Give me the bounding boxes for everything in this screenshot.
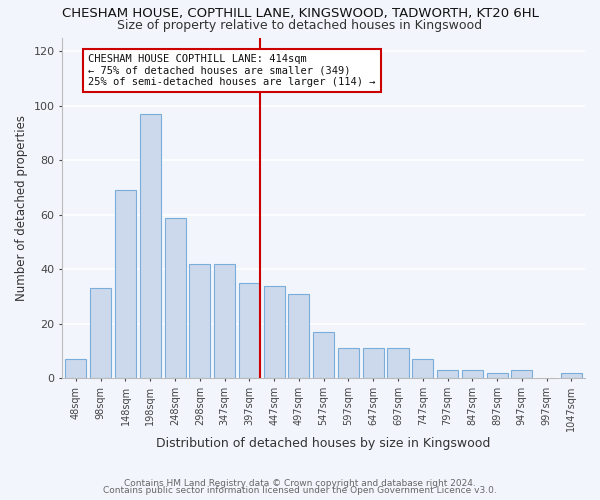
Bar	[338, 348, 359, 378]
Bar	[164, 218, 185, 378]
Bar	[65, 360, 86, 378]
Bar	[214, 264, 235, 378]
Bar	[239, 283, 260, 378]
Bar	[511, 370, 532, 378]
Y-axis label: Number of detached properties: Number of detached properties	[15, 115, 28, 301]
Text: CHESHAM HOUSE, COPTHILL LANE, KINGSWOOD, TADWORTH, KT20 6HL: CHESHAM HOUSE, COPTHILL LANE, KINGSWOOD,…	[62, 8, 538, 20]
Bar	[462, 370, 483, 378]
Text: CHESHAM HOUSE COPTHILL LANE: 414sqm
← 75% of detached houses are smaller (349)
2: CHESHAM HOUSE COPTHILL LANE: 414sqm ← 75…	[88, 54, 376, 87]
Bar	[263, 286, 284, 378]
Text: Size of property relative to detached houses in Kingswood: Size of property relative to detached ho…	[118, 19, 482, 32]
Bar	[90, 288, 111, 378]
Bar	[140, 114, 161, 378]
Bar	[189, 264, 211, 378]
Bar	[313, 332, 334, 378]
Bar	[437, 370, 458, 378]
Bar	[362, 348, 384, 378]
X-axis label: Distribution of detached houses by size in Kingswood: Distribution of detached houses by size …	[157, 437, 491, 450]
Bar	[289, 294, 310, 378]
Text: Contains HM Land Registry data © Crown copyright and database right 2024.: Contains HM Land Registry data © Crown c…	[124, 478, 476, 488]
Bar	[412, 360, 433, 378]
Text: Contains public sector information licensed under the Open Government Licence v3: Contains public sector information licen…	[103, 486, 497, 495]
Bar	[115, 190, 136, 378]
Bar	[388, 348, 409, 378]
Bar	[487, 373, 508, 378]
Bar	[561, 373, 582, 378]
